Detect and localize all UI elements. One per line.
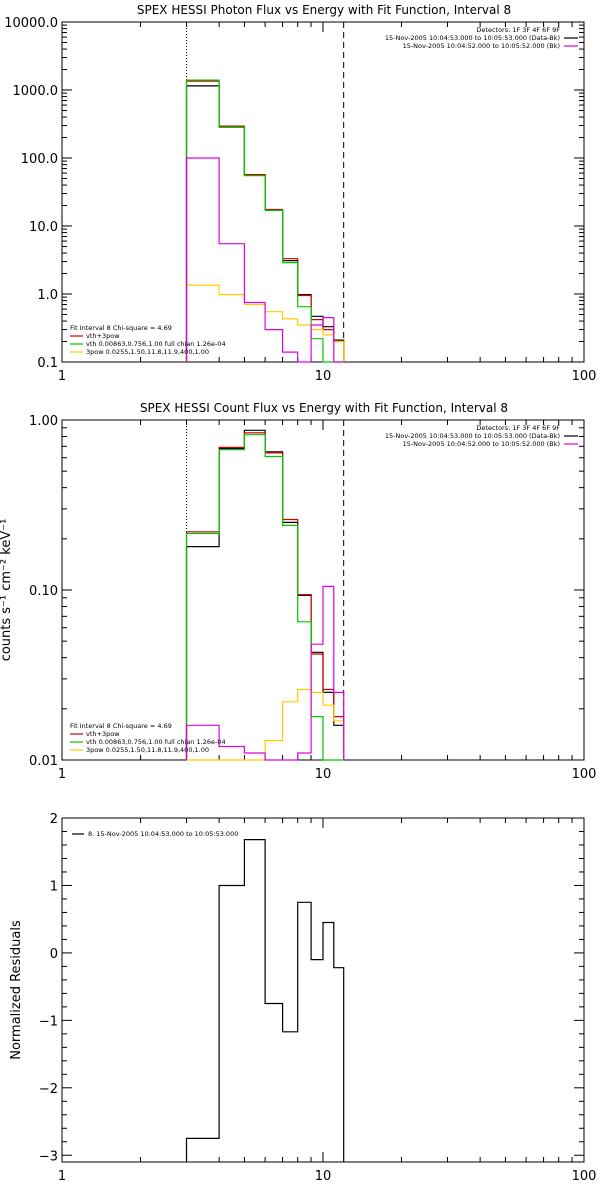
y-tick-label: 1.00 [29,414,58,429]
y-tick-label: 10000.0 [4,16,58,31]
series-legend-text: 8. 15-Nov-2005 10:04:53.000 to 10:05:53.… [88,830,238,838]
x-tick-label: 100 [572,1169,597,1184]
photon-flux-panel: SPEX HESSI Photon Flux vs Energy with Fi… [4,3,596,384]
left-legend-text: vth+3pow [86,332,120,340]
right-legend-text: 15-Nov-2005 10:04:52.000 to 10:05:52.000… [403,42,560,50]
right-legend-text: Detectors: 1F 3F 4F 6F 9F [476,26,560,34]
y-tick-label: 2 [50,812,58,827]
y-tick-label: −2 [39,1082,58,1097]
residuals-panel: Normalized Residuals 1 10 100 −3 −2 −1 0 1 2 8. 1… [9,812,596,1184]
series-step-line-4 [185,585,345,761]
y-tick-label: 0.01 [29,754,58,769]
left-legend-text: vth 0.00863,0.756,1.00 full chian 1.26e-… [86,340,226,348]
left-legend-text: Fit Interval 8 Chi-square = 4.69 [70,722,172,730]
x-tick-label: 100 [572,767,597,782]
photon-flux-title: SPEX HESSI Photon Flux vs Energy with Fi… [137,3,511,17]
series-step-line-1 [185,80,345,362]
left-legend-text: Fit Interval 8 Chi-square = 4.69 [70,324,172,332]
series-step-line-4 [185,157,344,363]
x-tick-label: 100 [572,369,597,384]
series-step-line-0 [185,839,345,1162]
series-step-line-2 [185,79,344,363]
count-flux-y-label: counts s⁻¹ cm⁻² keV⁻¹ [0,519,14,662]
series-step-line-3 [185,284,345,362]
y-tick-label: 1 [50,879,58,894]
series-step-line-1 [185,432,345,760]
right-legend-text: 15-Nov-2005 10:04:53.000 to 10:05:53.000… [385,34,560,42]
x-tick-label: 1 [58,1169,66,1184]
left-legend-text: vth 0.00863,0.756,1.00 full chian 1.26e-… [86,738,226,746]
y-tick-label: 10.0 [29,220,58,235]
series-step-line-2 [185,434,344,761]
y-tick-label: −1 [39,1014,58,1029]
left-legend-text: 3pow 0.0255,1.50,11.8,11.9,400,1.00 [86,746,209,754]
plot-frame [61,21,585,363]
x-tick-label: 1 [58,369,66,384]
y-tick-label: 0 [50,947,58,962]
count-flux-panel: SPEX HESSI Count Flux vs Energy with Fit… [0,401,596,782]
y-tick-label: 0.10 [29,584,58,599]
x-tick-label: 1 [58,767,66,782]
series-step-line-3 [186,688,345,761]
right-legend-text: 15-Nov-2005 10:04:52.000 to 10:05:52.000… [403,440,560,448]
left-legend-text: 3pow 0.0255,1.50,11.8,11.9,400,1.00 [86,348,209,356]
x-tick-label: 10 [315,1169,332,1184]
y-tick-label: 1.0 [37,288,58,303]
plot-frame [61,817,585,1163]
right-legend-text: 15-Nov-2005 10:04:53.000 to 10:05:53.000… [385,432,560,440]
right-legend-text: Detectors: 1F 3F 4F 6F 9F [476,424,560,432]
y-tick-label: −3 [39,1149,58,1164]
x-tick-label: 10 [315,369,332,384]
y-tick-label: 1000.0 [13,84,59,99]
y-tick-label: 0.1 [37,356,58,371]
count-flux-title: SPEX HESSI Count Flux vs Energy with Fit… [140,401,508,415]
series-step-line-0 [185,429,345,760]
x-tick-label: 10 [315,767,332,782]
residuals-y-label: Normalized Residuals [9,920,24,1060]
y-tick-label: 100.0 [21,152,58,167]
left-legend-text: vth+3pow [86,730,120,738]
